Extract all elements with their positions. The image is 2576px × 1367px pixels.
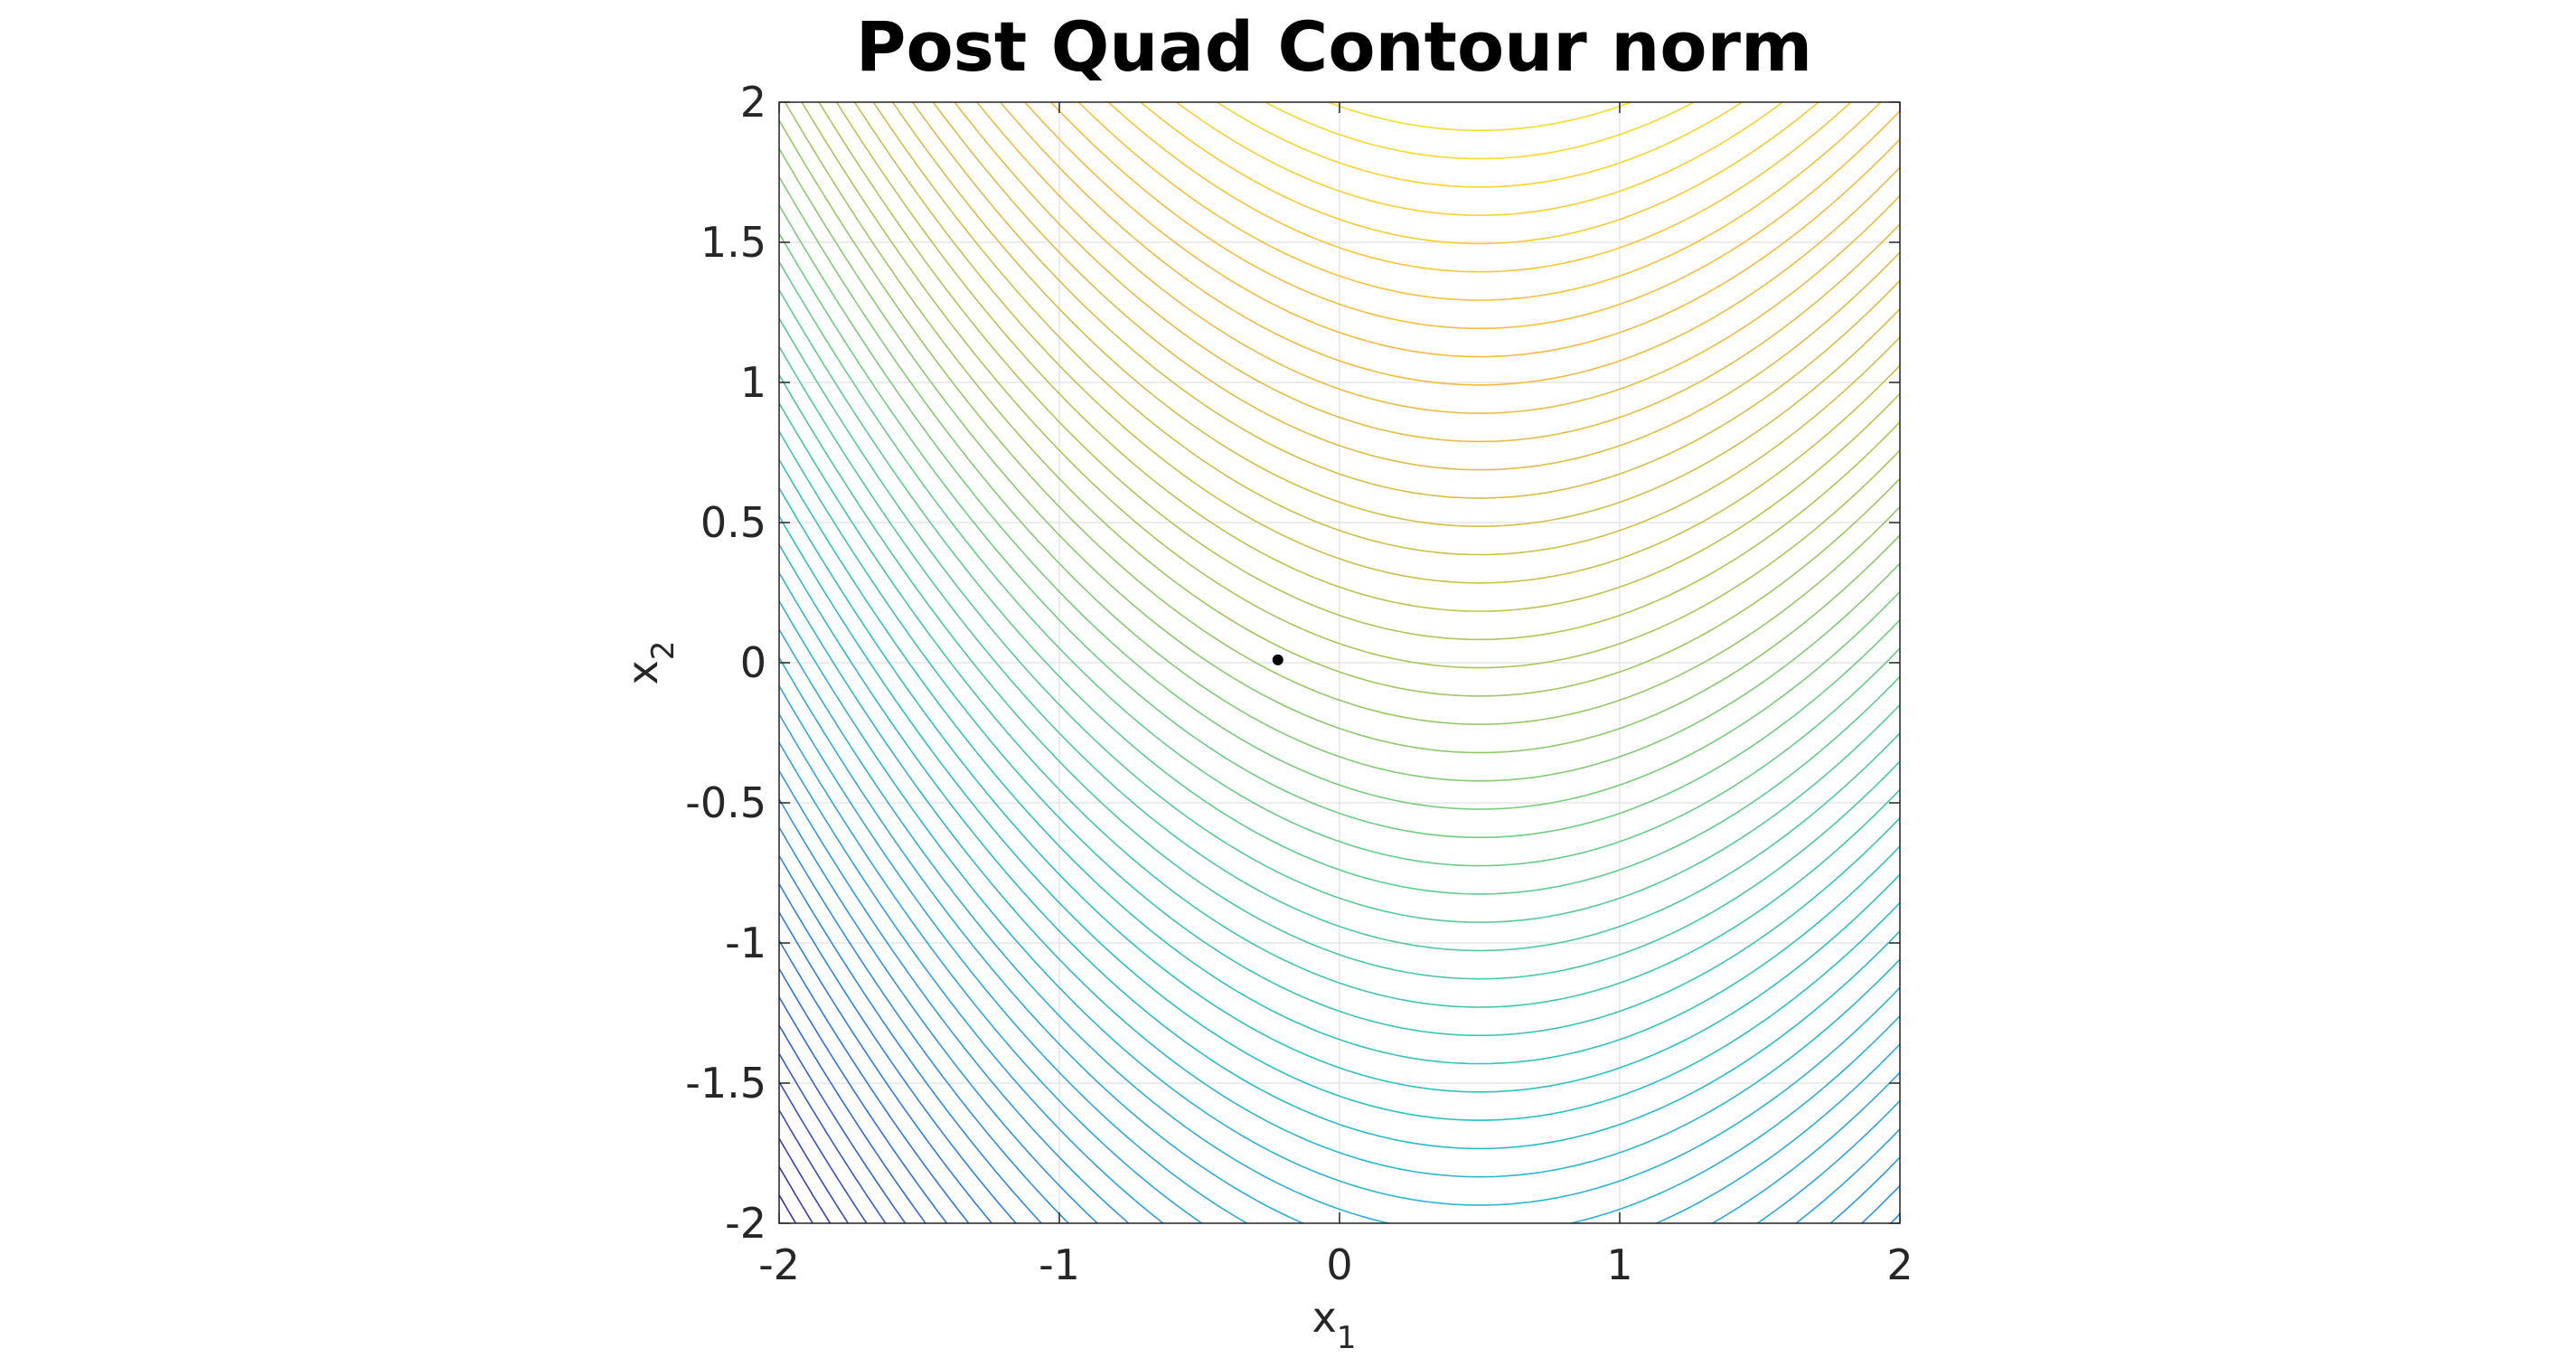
- contour-line: [784, 101, 1901, 697]
- contour-line: [778, 430, 1901, 1037]
- y-tick-label: -0.5: [685, 778, 766, 827]
- contour-line: [778, 543, 1901, 1150]
- x-tick-label: 2: [1886, 1240, 1913, 1289]
- contour-line: [778, 996, 926, 1224]
- y-axis-label: x2: [618, 641, 682, 685]
- y-tick-label: 2: [740, 78, 766, 127]
- chart-title: Post Quad Contour norm: [856, 6, 1812, 87]
- contour-line: [835, 101, 1901, 612]
- contour-line: [801, 101, 1901, 669]
- contour-line: [778, 600, 1901, 1206]
- contour-line: [778, 628, 1901, 1224]
- contour-line: [778, 374, 1901, 980]
- contour-line: [778, 798, 1901, 1224]
- contour-line: [778, 261, 1901, 867]
- contour-line: [778, 572, 1901, 1178]
- contour-line: [954, 101, 1901, 443]
- contour-line: [778, 515, 1901, 1121]
- contour-line: [891, 101, 1901, 527]
- contour-line: [778, 939, 970, 1224]
- contour-line: [778, 685, 1901, 1224]
- contour-line: [1217, 101, 1743, 188]
- contour-line: [976, 101, 1901, 414]
- contour-line: [1050, 101, 1901, 329]
- contour-line: [778, 1166, 813, 1224]
- x-tick-label: 0: [1326, 1240, 1352, 1289]
- contour-line: [1077, 101, 1882, 301]
- x-tick-label: 1: [1606, 1240, 1632, 1289]
- minimum-point-marker: [1272, 654, 1283, 665]
- contour-line: [778, 345, 1901, 952]
- x-tick-label: -1: [1039, 1240, 1080, 1289]
- y-tick-label: 1.5: [700, 218, 766, 267]
- contour-line: [778, 147, 1901, 754]
- contour-line: [778, 656, 1901, 1224]
- contour-line: [778, 1052, 887, 1224]
- plot-axes: -2 -1 0 1 2 -2 -1.5 -1 -0.5 0 0.5 1 1.5 2: [685, 78, 1913, 1289]
- y-tick-label: -2: [725, 1199, 766, 1248]
- contour-line: [911, 101, 1901, 499]
- contour-line: [778, 826, 1901, 1224]
- contour-line: [778, 968, 948, 1224]
- contour-line: [778, 911, 992, 1224]
- contour-line: [778, 854, 1042, 1224]
- contour-line: [932, 101, 1901, 471]
- y-tick-label: -1.5: [685, 1059, 766, 1108]
- minimum-marker: [1272, 654, 1283, 665]
- contour-line: [778, 289, 1901, 895]
- contour-line: [778, 459, 1901, 1065]
- contour-line: [778, 1109, 849, 1224]
- contour-line: [778, 402, 1901, 1008]
- y-tick-label: -1: [725, 919, 766, 967]
- contour-line: [778, 770, 1901, 1224]
- contour-lines: [778, 101, 1901, 1224]
- contour-line: [1140, 101, 1819, 245]
- contour-line: [778, 119, 1901, 725]
- y-tick-label: 0.5: [700, 498, 766, 547]
- contour-line: [872, 101, 1901, 556]
- contour-line: [778, 1024, 907, 1224]
- contour-line: [853, 101, 1901, 584]
- y-tick-label: 0: [740, 638, 766, 687]
- contour-line: [778, 487, 1901, 1093]
- contour-line: [778, 204, 1901, 810]
- contour-line: [778, 317, 1901, 923]
- contour-line: [778, 176, 1901, 782]
- contour-line: [778, 713, 1901, 1224]
- contour-line: [1000, 101, 1901, 386]
- y-tick-label: 1: [740, 358, 766, 407]
- x-axis-label: x1: [1312, 1293, 1357, 1356]
- contour-line: [778, 741, 1901, 1224]
- contour-line: [818, 101, 1901, 641]
- y-ticks: -2 -1.5 -1 -0.5 0 0.5 1 1.5 2: [685, 78, 1900, 1248]
- contour-line: [778, 1081, 868, 1224]
- contour-line: [778, 883, 1017, 1224]
- x-ticks: -2 -1 0 1 2: [758, 102, 1913, 1289]
- x-tick-label: -2: [758, 1240, 800, 1289]
